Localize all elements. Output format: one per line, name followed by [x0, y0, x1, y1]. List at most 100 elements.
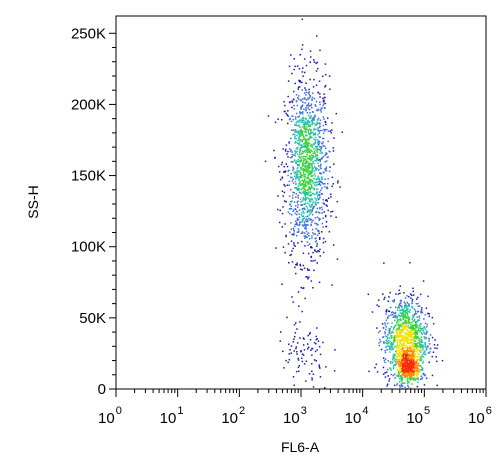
event-point: [395, 335, 397, 337]
event-point: [316, 338, 319, 340]
event-point: [402, 353, 405, 356]
event-point: [297, 357, 299, 360]
event-point: [400, 361, 402, 364]
event-point: [317, 340, 320, 342]
event-point: [299, 54, 301, 56]
event-point: [401, 369, 404, 371]
event-point: [389, 337, 391, 339]
event-point: [310, 184, 313, 186]
event-point: [303, 363, 306, 365]
event-point: [316, 61, 318, 64]
event-point: [321, 182, 324, 184]
event-point: [300, 108, 302, 110]
event-point: [398, 306, 400, 308]
event-point: [297, 142, 299, 145]
event-point: [407, 335, 410, 337]
event-point: [328, 75, 331, 77]
event-point: [420, 328, 423, 330]
event-point: [415, 322, 417, 324]
event-point: [405, 338, 408, 341]
event-point: [296, 235, 298, 237]
event-point: [391, 359, 394, 361]
event-point: [314, 159, 316, 162]
event-point: [331, 210, 334, 213]
event-point: [295, 124, 297, 126]
event-point: [399, 315, 401, 318]
event-point: [304, 197, 307, 199]
event-point: [406, 369, 409, 371]
event-point: [385, 326, 387, 328]
event-point: [411, 372, 413, 374]
event-point: [324, 154, 326, 157]
event-point: [401, 365, 404, 367]
event-point: [295, 152, 297, 154]
event-point: [316, 145, 318, 148]
event-point: [309, 156, 312, 158]
event-point: [277, 165, 280, 168]
event-point: [297, 219, 299, 221]
event-point: [305, 360, 308, 362]
event-point: [384, 332, 386, 335]
event-point: [300, 286, 303, 289]
event-point: [402, 343, 404, 345]
event-point: [264, 160, 267, 163]
event-point: [406, 345, 408, 348]
event-point: [341, 131, 343, 133]
event-point: [417, 311, 419, 313]
event-point: [404, 360, 406, 362]
event-point: [311, 363, 313, 365]
event-point: [408, 310, 410, 313]
event-point: [305, 122, 307, 125]
event-point: [335, 216, 337, 218]
event-point: [295, 187, 297, 189]
event-point: [402, 356, 405, 358]
event-point: [316, 251, 318, 253]
event-point: [416, 331, 419, 334]
event-point: [415, 360, 417, 363]
event-point: [305, 220, 308, 223]
event-point: [320, 146, 322, 148]
event-point: [306, 128, 308, 130]
event-point: [311, 204, 313, 206]
event-point: [319, 49, 321, 52]
event-point: [396, 333, 398, 335]
event-point: [304, 185, 306, 187]
event-point: [323, 96, 326, 99]
event-point: [383, 342, 385, 344]
event-point: [401, 313, 403, 316]
event-point: [307, 92, 310, 94]
event-point: [407, 363, 410, 365]
event-point: [394, 316, 396, 319]
event-point: [378, 299, 380, 301]
event-point: [398, 331, 400, 333]
event-point: [312, 152, 314, 155]
event-point: [283, 171, 285, 173]
event-point: [302, 111, 304, 113]
event-point: [403, 321, 405, 324]
event-point: [305, 107, 307, 109]
event-point: [408, 339, 410, 341]
event-point: [414, 335, 416, 338]
event-point: [297, 86, 300, 89]
event-point: [293, 350, 295, 352]
event-point: [389, 351, 391, 353]
event-point: [316, 188, 319, 191]
event-point: [388, 310, 391, 313]
event-point: [389, 327, 391, 330]
event-point: [383, 341, 385, 343]
event-point: [302, 197, 304, 199]
event-point: [413, 313, 416, 315]
event-point: [304, 202, 307, 204]
event-point: [416, 320, 418, 323]
event-point: [300, 192, 303, 194]
event-point: [412, 372, 414, 374]
event-point: [303, 287, 305, 289]
event-point: [396, 346, 398, 348]
event-point: [311, 210, 314, 212]
event-point: [290, 172, 292, 175]
event-point: [293, 209, 295, 211]
event-point: [325, 225, 327, 228]
event-point: [299, 139, 302, 141]
event-point: [305, 109, 307, 112]
event-point: [406, 314, 409, 316]
